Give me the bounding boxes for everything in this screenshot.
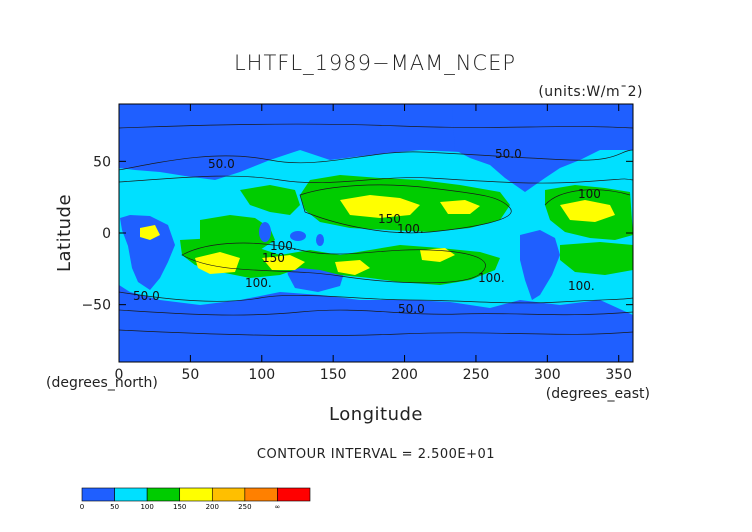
y-tick-label: −50 <box>81 298 111 314</box>
x-tick-label: 350 <box>605 367 632 383</box>
colorbar-tick-label: 50 <box>110 503 119 511</box>
colorbar-tick-label: ∞ <box>275 503 281 511</box>
y-tick-label: 0 <box>102 226 111 242</box>
y-tick-label: 50 <box>93 154 111 170</box>
y-axis: 50 0 −50 <box>81 154 633 314</box>
x-tick-label: 50 <box>181 367 199 383</box>
contour-label: 50.0 <box>398 302 425 316</box>
x-axis: 0 50 100 150 200 250 300 350 <box>115 104 632 383</box>
chart-title: LHTFL_1989−MAM_NCEP <box>234 51 516 75</box>
contour-label: 150 <box>262 251 285 265</box>
colorbar-tick-label: 250 <box>238 503 251 511</box>
colorbar-swatch <box>81 487 115 502</box>
x-tick-label: 0 <box>115 367 124 383</box>
x-axis-title: Longitude <box>329 404 423 425</box>
contour-interval-note: CONTOUR INTERVAL = 2.500E+01 <box>257 447 495 462</box>
colorbar-swatch <box>211 487 246 502</box>
contour-label: 100. <box>397 222 424 236</box>
x-tick-label: 100 <box>248 367 275 383</box>
colorbar-swatch <box>277 487 311 502</box>
field-band-150-200 <box>140 195 615 275</box>
colorbar-swatch <box>244 487 278 502</box>
y-unit-label: (degrees_north) <box>46 375 158 391</box>
colorbar-swatch <box>179 487 213 502</box>
colorbar-tick-label: 150 <box>173 503 186 511</box>
contour-lines <box>119 123 633 337</box>
contour-label: 50.0 <box>133 289 160 303</box>
small-islands <box>259 222 324 246</box>
x-tick-label: 300 <box>534 367 561 383</box>
contour-label: 100. <box>245 276 272 290</box>
contour-labels: 50.0 50.0 150 100. 100. 150 100 100. 100… <box>133 147 601 316</box>
contour-label: 50.0 <box>208 157 235 171</box>
land-regions <box>119 108 633 362</box>
contour-label: 100. <box>270 239 297 253</box>
colorbar-tick-label: 100 <box>140 503 153 511</box>
x-tick-label: 250 <box>463 367 490 383</box>
y-axis-title: Latitude <box>54 194 75 272</box>
colorbar-swatch <box>146 487 181 502</box>
contour-label: 100. <box>478 271 505 285</box>
x-tick-label: 150 <box>320 367 347 383</box>
colorbar-tick-label: 0 <box>80 503 84 511</box>
colorbar-tick-label: 200 <box>206 503 219 511</box>
contour-label: 100 <box>578 187 601 201</box>
map-field: 50.0 50.0 150 100. 100. 150 100 100. 100… <box>119 104 633 362</box>
colorbar-swatch <box>114 487 148 502</box>
colorbar: 0 50 100 150 200 250 ∞ <box>80 487 311 511</box>
x-unit-label: (degrees_east) <box>546 386 650 402</box>
x-tick-label: 200 <box>391 367 418 383</box>
contour-label: 50.0 <box>495 147 522 161</box>
units-label: (units:W/m¯2) <box>538 84 643 100</box>
contour-label: 150 <box>378 212 401 226</box>
contour-label: 100. <box>568 279 595 293</box>
